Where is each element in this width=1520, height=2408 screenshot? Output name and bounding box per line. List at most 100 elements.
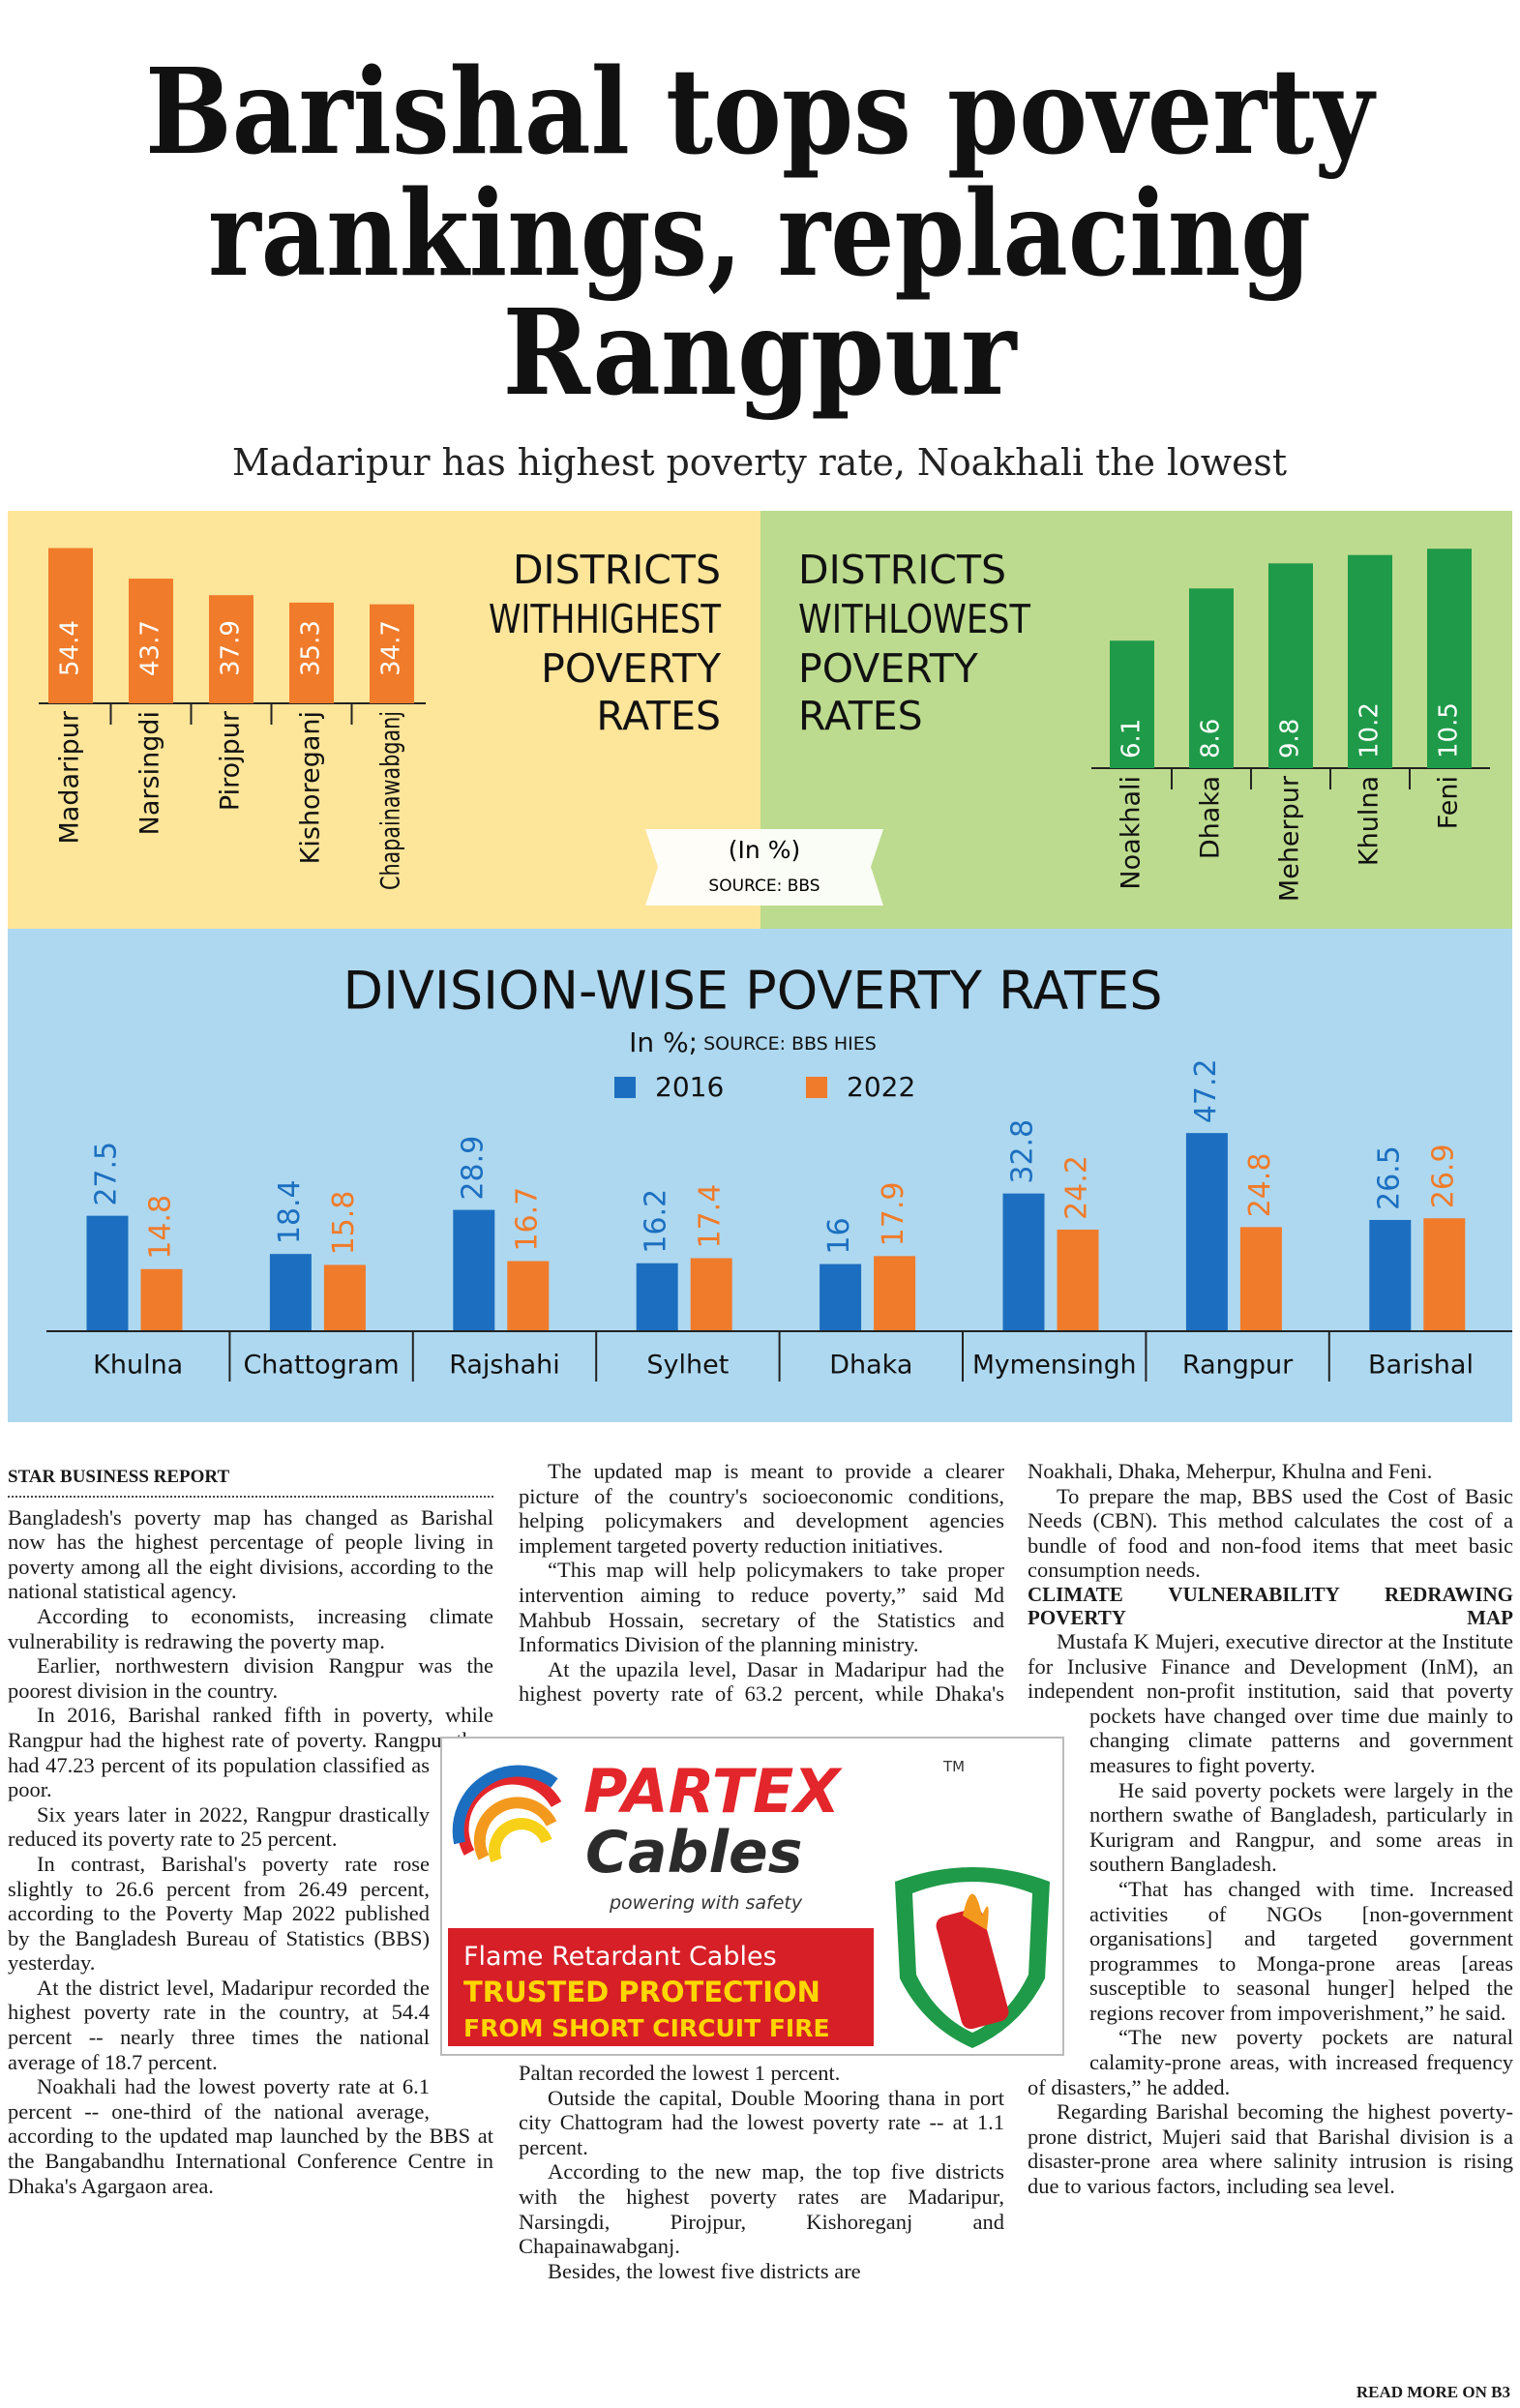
ad-brand: PARTEX xyxy=(583,1756,843,1827)
value-label: 10.2 xyxy=(1356,702,1385,758)
category-label: Rajshahi xyxy=(449,1351,560,1381)
category-label: Sylhet xyxy=(646,1351,729,1381)
paragraph: To prepare the map, BBS used the Cost of… xyxy=(1028,1483,1513,1583)
column-3: Noakhali, Dhaka, Meherpur, Khulna and Fe… xyxy=(1028,1459,1513,2402)
value-label: 17.4 xyxy=(694,1184,728,1249)
bar xyxy=(1268,563,1313,768)
category-label: Dhaka xyxy=(1196,776,1226,859)
value-label: 14.8 xyxy=(144,1195,178,1260)
unit: In %; xyxy=(629,1026,698,1058)
ad-product: Cables xyxy=(585,1819,802,1887)
bar xyxy=(289,602,334,703)
source: SOURCE: BBS HIES xyxy=(703,1033,877,1055)
value-label: 16 xyxy=(822,1217,856,1254)
bar xyxy=(370,604,414,703)
note-tag xyxy=(645,829,883,906)
bar xyxy=(209,595,253,703)
legend-swatch xyxy=(614,1077,636,1098)
category-label: Noakhali xyxy=(1117,776,1147,890)
legend-label: 2022 xyxy=(847,1071,915,1103)
value-label: 10.5 xyxy=(1435,702,1464,758)
bar xyxy=(140,1268,183,1331)
value-label: 24.8 xyxy=(1243,1153,1277,1218)
paragraph: “The new poverty pockets are natural cal… xyxy=(1028,2025,1513,2099)
value-label: 8.6 xyxy=(1197,719,1226,758)
value-label: 18.4 xyxy=(273,1179,307,1244)
category-label: Meherpur xyxy=(1275,775,1305,902)
bar xyxy=(48,548,93,703)
legend-swatch xyxy=(806,1077,827,1098)
value-label: 16.2 xyxy=(640,1189,673,1254)
headline: Barishal tops poverty xyxy=(145,42,1377,181)
chart-title: DISTRICTS xyxy=(513,547,721,593)
category-label: Khulna xyxy=(1355,776,1385,866)
bar xyxy=(1110,640,1154,768)
paragraph: Six years later in 2022, Rangpur drastic… xyxy=(8,1801,430,1852)
bar xyxy=(820,1263,862,1331)
value-label: 16.7 xyxy=(510,1187,544,1252)
note-source: SOURCE: BBS xyxy=(708,877,820,896)
paragraph: In 2016, Barishal ranked fifth in povert… xyxy=(8,1703,493,1802)
bar xyxy=(453,1209,495,1331)
bar xyxy=(1185,1133,1228,1331)
paragraph: Regarding Barishal becoming the highest … xyxy=(1028,2099,1513,2199)
paragraph: Mustafa K Mujeri, executive director at … xyxy=(1028,1628,1513,1777)
bar xyxy=(1189,588,1234,768)
value-label: 24.2 xyxy=(1060,1155,1094,1220)
subheadline: Madaripur has highest poverty rate, Noak… xyxy=(232,441,1287,484)
chart-title: DIVISION-WISE POVERTY RATES xyxy=(343,961,1162,1022)
bar xyxy=(1348,554,1392,768)
value-label: 15.8 xyxy=(327,1191,361,1256)
category-label: Mymensingh xyxy=(972,1351,1136,1381)
value-label: 32.8 xyxy=(1006,1119,1040,1184)
value-label: 28.9 xyxy=(456,1136,490,1201)
bar xyxy=(636,1263,678,1331)
bar xyxy=(269,1254,312,1331)
paragraph: At the upazila level, Dasar in Madaripur… xyxy=(519,1656,1004,2085)
paragraph: In contrast, Barishal's poverty rate ros… xyxy=(8,1851,430,1976)
ad-tagline: powering with safety xyxy=(609,1892,803,1914)
bar xyxy=(874,1256,916,1331)
paragraph: He said poverty pockets were largely in … xyxy=(1089,1777,1513,1877)
chart-subtitle: In %; SOURCE: BBS HIES xyxy=(629,1026,877,1058)
value-label: 6.1 xyxy=(1118,719,1147,758)
category-label: Rangpur xyxy=(1182,1351,1294,1381)
byline: STAR BUSINESS REPORT xyxy=(8,1459,493,1498)
ad-line: FROM SHORT CIRCUIT FIRE xyxy=(463,2014,830,2042)
value-label: 17.9 xyxy=(877,1182,910,1247)
bar xyxy=(323,1264,366,1331)
ad-flame xyxy=(963,1893,989,1930)
value-label: 54.4 xyxy=(56,620,85,676)
chart-title: RATES xyxy=(596,693,721,739)
category-label: Narsingdi xyxy=(135,711,165,835)
value-label: 47.2 xyxy=(1189,1058,1223,1123)
paragraph: Noakhali had the lowest poverty rate at … xyxy=(8,2074,493,2198)
subheading: CLIMATE VULNERABILITY REDRAWING POVERTY … xyxy=(1028,1582,1513,1629)
category-label: Chattogram xyxy=(243,1351,399,1381)
legend-label: 2016 xyxy=(655,1071,724,1103)
infographic: (In %) SOURCE: BBS DISTRICTSWITHHIGHESTP… xyxy=(8,511,1512,1422)
bar xyxy=(129,579,173,703)
bar xyxy=(1423,1218,1466,1331)
ad-tm: TM xyxy=(942,1758,965,1775)
category-label: Madaripur xyxy=(55,710,85,844)
paragraph: At the district level, Madaripur recorde… xyxy=(8,1975,430,2074)
chart-title: WITHHIGHEST xyxy=(489,596,722,642)
ad-line: TRUSTED PROTECTION xyxy=(463,1976,820,2008)
bar xyxy=(1057,1229,1099,1331)
bar xyxy=(1427,549,1472,768)
value-label: 27.5 xyxy=(90,1142,124,1206)
bar xyxy=(507,1261,550,1331)
bar xyxy=(690,1258,732,1331)
chart-title: RATES xyxy=(798,693,923,739)
bar xyxy=(1002,1193,1045,1331)
value-label: 34.7 xyxy=(377,620,406,676)
bar xyxy=(1369,1219,1412,1331)
panel-division xyxy=(8,929,1512,1422)
value-label: 26.9 xyxy=(1426,1144,1460,1208)
value-label: 37.9 xyxy=(217,620,246,676)
paragraph: Noakhali, Dhaka, Meherpur, Khulna and Fe… xyxy=(1028,1459,1433,1483)
column-2: The updated map is meant to provide a cl… xyxy=(519,1459,1004,2402)
